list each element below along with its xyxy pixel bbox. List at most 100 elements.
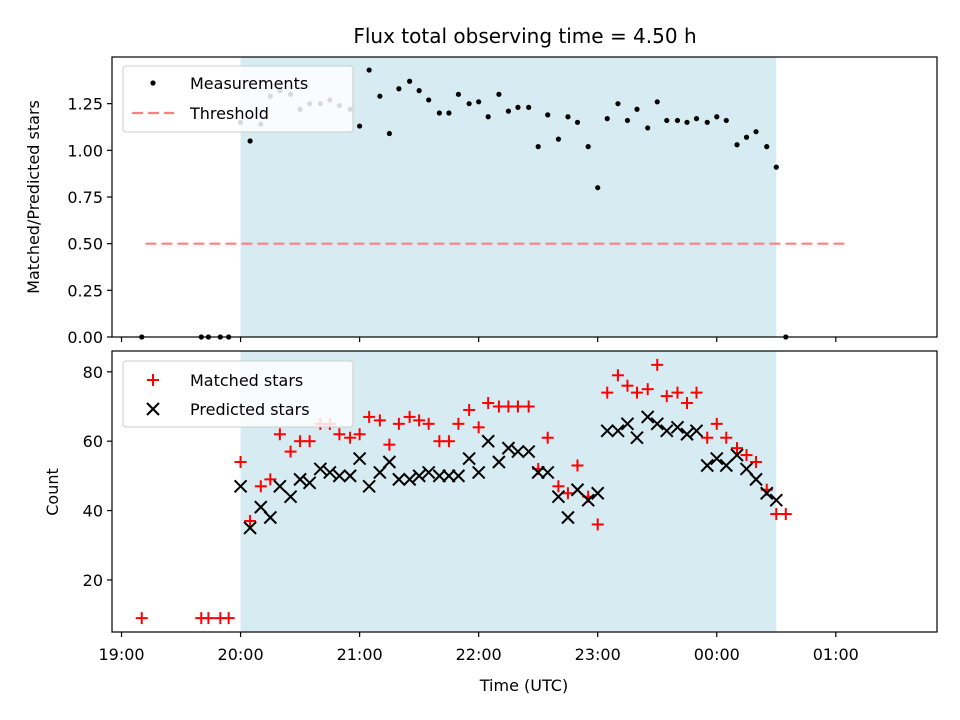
measurement-point [476, 99, 482, 105]
matched-star-point [353, 428, 366, 441]
bottom-legend: Matched stars Predicted stars [122, 360, 354, 428]
y-tick-label: 0.75 [67, 188, 103, 207]
predicted-star-point [650, 417, 664, 431]
predicted-star-point [492, 455, 506, 469]
matched-star-point [621, 379, 634, 392]
legend-measurements-label: Measurements [190, 74, 308, 93]
predicted-star-point [343, 469, 357, 483]
predicted-star-point [551, 489, 566, 504]
predicted-star-point [511, 444, 525, 459]
matched-star-point [710, 417, 723, 430]
predicted-star-point [630, 431, 644, 445]
matched-star-point [472, 421, 485, 434]
measurement-point [664, 117, 670, 124]
predicted-star-point [302, 476, 317, 490]
matched-star-point [264, 473, 277, 486]
predicted-star-point [432, 469, 447, 483]
top-panel: 0.00 0.25 0.50 0.75 1.00 1.25 Matched/Predict… [24, 56, 938, 347]
predicted-star-point [293, 472, 307, 487]
legend-predicted-label: Predicted stars [190, 400, 310, 419]
measurement-point [654, 99, 660, 105]
measurement-point [734, 142, 740, 148]
matched-star-point [641, 383, 654, 396]
matched-star-point [561, 487, 574, 500]
measurement-point [693, 116, 700, 122]
x-axis-label: Time (UTC) [479, 676, 568, 695]
predicted-star-point [600, 424, 614, 438]
matched-star-point [611, 369, 624, 382]
predicted-star-point [561, 510, 575, 525]
legend-predicted-marker [146, 402, 160, 416]
predicted-star-point [689, 424, 704, 438]
predicted-star-point [233, 479, 248, 494]
predicted-star-point [611, 424, 625, 438]
measurement-point [505, 108, 512, 114]
bottom-y-axis-label: Count [43, 468, 62, 516]
bottom-panel: 20 40 60 80 19:00 20:00 21:00 22:00 23:00 00:00 0… [43, 350, 938, 695]
x-tick-label: 23:00 [575, 645, 621, 664]
matched-star-point [254, 480, 267, 493]
matched-star-point [482, 397, 495, 410]
y-tick-label: 60 [83, 432, 103, 451]
predicted-star-point [700, 458, 714, 473]
matched-star-point [383, 438, 396, 451]
predicted-star-point [620, 417, 635, 431]
x-tick-label: 22:00 [456, 645, 502, 664]
predicted-star-point [273, 479, 287, 494]
matched-star-point [413, 414, 426, 427]
matched-star-point [333, 428, 346, 441]
measurement-point [436, 110, 442, 116]
measurement-point [466, 101, 472, 107]
measurement-point [743, 134, 750, 140]
x-tick-label: 01:00 [813, 645, 859, 664]
x-tick-label: 19:00 [98, 645, 144, 664]
matched-star-point [631, 386, 643, 399]
matched-star-point [701, 431, 714, 444]
matched-star-point [244, 514, 257, 527]
y-tick-label: 80 [83, 363, 103, 382]
predicted-star-point [760, 486, 774, 500]
predicted-star-point [362, 479, 376, 494]
matched-star-point [403, 410, 416, 423]
x-tick-label: 21:00 [337, 645, 383, 664]
predicted-star-point [462, 451, 476, 466]
predicted-star-point [332, 469, 347, 483]
measurement-point [555, 136, 562, 142]
matched-star-point [222, 612, 235, 625]
measurement-point [764, 144, 770, 150]
top-y-axis-label: Matched/Predicted stars [24, 100, 43, 294]
measurement-point [247, 138, 253, 144]
predicted-star-point [541, 465, 555, 480]
measurement-point [535, 144, 541, 150]
x-tick-label: 00:00 [694, 645, 740, 664]
matched-star-point [601, 386, 614, 399]
predicted-star-point [719, 458, 733, 473]
measurement-point [714, 114, 720, 120]
bottom-axes-frame [111, 350, 938, 633]
matched-star-point [591, 518, 604, 531]
measurement-point [684, 119, 690, 125]
matched-star-point [463, 403, 476, 416]
matched-star-point [740, 449, 753, 462]
predicted-star-point [501, 441, 516, 455]
measurement-point [386, 130, 392, 137]
matched-star-point [135, 612, 148, 625]
measurement-point [496, 91, 502, 97]
measurement-point [674, 117, 681, 124]
predicted-star-point [521, 444, 536, 459]
measurement-point [357, 123, 363, 129]
predicted-star-point [382, 455, 397, 469]
matched-star-point [720, 431, 733, 444]
measurement-point [526, 104, 532, 110]
measurement-point [377, 93, 383, 99]
predicted-star-point [421, 465, 436, 480]
matched-star-point [284, 445, 297, 458]
y-tick-label: 0.50 [67, 235, 103, 254]
measurement-point [624, 117, 631, 124]
y-tick-label: 0.00 [67, 328, 103, 347]
measurement-point [595, 185, 601, 191]
legend-measurements-marker [150, 80, 156, 86]
y-tick-label: 40 [83, 502, 103, 521]
matched-star-point [552, 480, 565, 493]
matched-star-point [344, 431, 357, 444]
